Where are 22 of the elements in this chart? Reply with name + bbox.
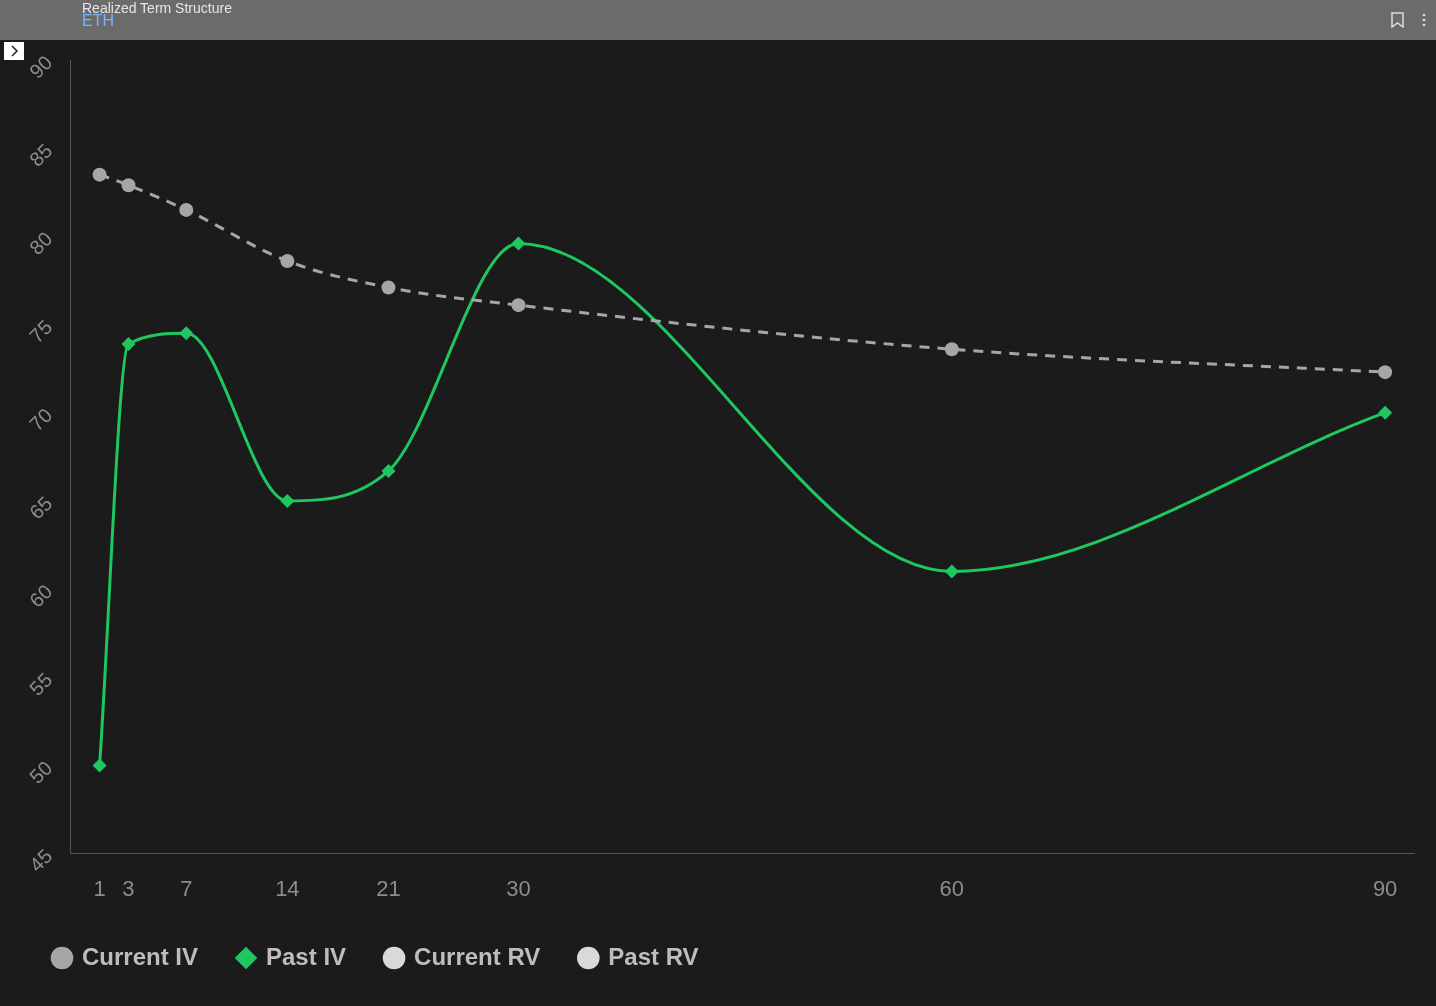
y-tick-label: 90	[25, 51, 57, 83]
x-tick-label: 14	[275, 875, 300, 901]
x-tick-label: 1	[93, 875, 106, 901]
y-tick-label: 45	[25, 844, 57, 877]
y-tick-label: 70	[25, 403, 57, 436]
x-tick-label: 30	[506, 875, 531, 901]
y-tick-label: 85	[25, 139, 57, 171]
y-tick-label: 80	[25, 227, 57, 259]
x-tick-label: 60	[939, 875, 965, 901]
legend-label: Past IV	[266, 942, 347, 970]
x-tick-label: 90	[1372, 875, 1398, 901]
x-tick-label: 21	[376, 875, 401, 901]
x-tick-label: 3	[122, 875, 135, 901]
legend-label: Current RV	[414, 942, 541, 970]
legend-label: Current IV	[82, 942, 199, 970]
y-tick-label: 65	[25, 492, 57, 524]
x-tick-label: 7	[180, 875, 193, 901]
y-tick-label: 75	[25, 315, 57, 347]
legend-label: Past RV	[608, 942, 699, 970]
y-tick-label: 60	[25, 580, 57, 612]
y-tick-label: 55	[25, 668, 57, 700]
y-tick-label: 50	[25, 756, 57, 788]
